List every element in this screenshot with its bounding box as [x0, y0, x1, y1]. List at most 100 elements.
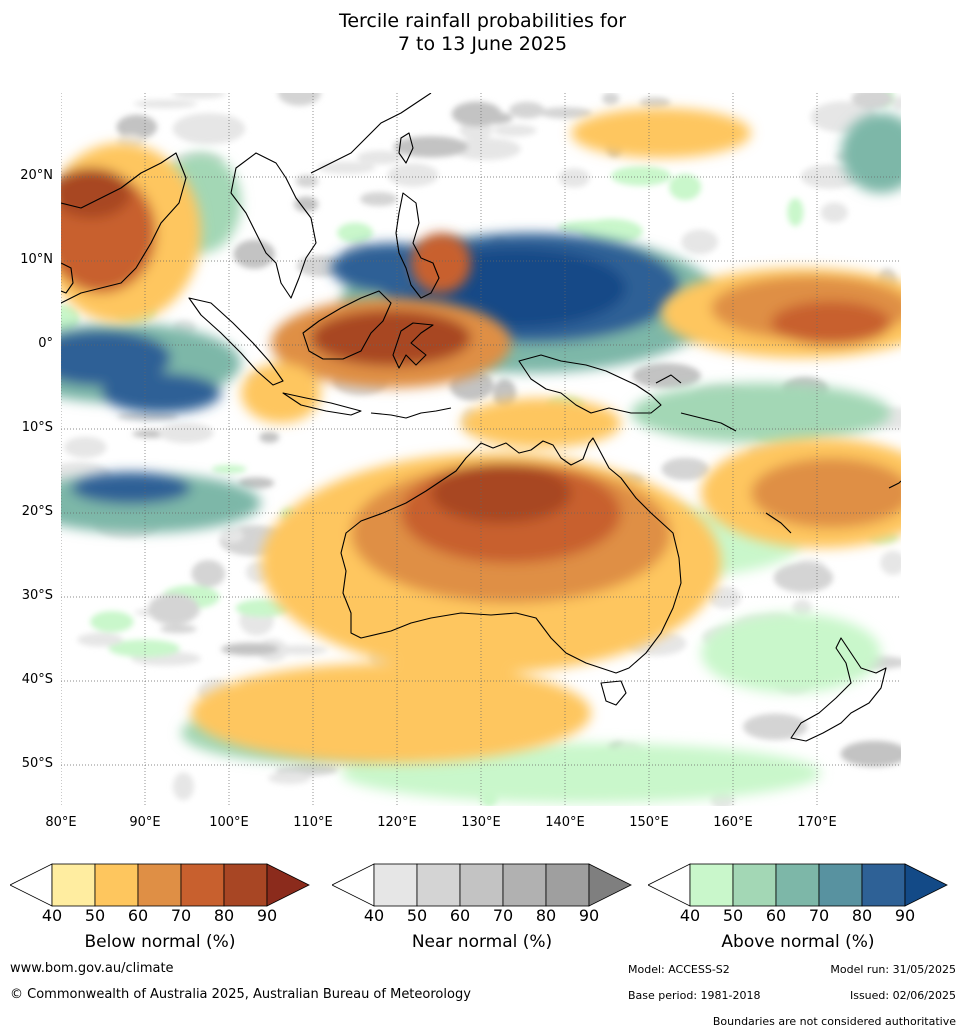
colorbar-cell [137, 863, 182, 907]
lat-label: 10°S [21, 420, 53, 435]
lon-label: 130°E [461, 815, 501, 830]
colorbar-upper-extension [266, 863, 310, 907]
new-zealand-coastline [790, 637, 887, 742]
colorbar-tick-label: 40 [679, 906, 701, 925]
colorbar-tick-label: 70 [808, 906, 830, 925]
model-name: Model: ACCESS-S2 [628, 963, 730, 976]
colorbar-cell [732, 863, 777, 907]
colorbar-cell [51, 863, 96, 907]
lat-label: 0° [38, 336, 53, 351]
lon-label: 140°E [545, 815, 585, 830]
colorbar-cell [545, 863, 590, 907]
colorbar-cell [861, 863, 906, 907]
near-normal-patch [235, 599, 290, 617]
near-normal-patch [61, 304, 80, 333]
colorbar-tick-label: 50 [406, 906, 428, 925]
colorbar-tick-label: 80 [213, 906, 235, 925]
coastlines [61, 93, 901, 742]
colorbar-upper-extension [588, 863, 632, 907]
near-normal-patch [611, 166, 672, 186]
near-normal-patch [108, 639, 180, 658]
near-normal-patch [743, 713, 808, 740]
near-normal-patch [64, 436, 107, 458]
near-normal-patch [277, 93, 321, 106]
near-normal-patch [259, 431, 280, 443]
near-normal-patch [116, 114, 158, 140]
lon-label: 170°E [797, 815, 837, 830]
near-normal-patch [787, 198, 804, 227]
near-normal-patch [77, 632, 123, 647]
new-guinea-coastline [518, 354, 662, 414]
colorbar-lower-extension [648, 863, 691, 907]
near-normal-patch [191, 560, 226, 588]
colorbar-cell [180, 863, 225, 907]
lat-label: 40°S [21, 672, 53, 687]
sulawesi-coastline [392, 322, 434, 369]
colorbar-tick-label: 60 [127, 906, 149, 925]
near-normal-patch [133, 99, 198, 109]
near-normal-patch [318, 161, 376, 174]
java-coastline [282, 392, 362, 416]
lon-label: 80°E [45, 815, 77, 830]
colorbar-lower-extension [10, 863, 53, 907]
near-normal-patch [359, 192, 398, 206]
colorbar-cell [94, 863, 139, 907]
colorbar-cell [689, 863, 734, 907]
colorbar-tick-label: 40 [363, 906, 385, 925]
near-normal-patch [493, 124, 537, 137]
lat-label: 50°S [21, 756, 53, 771]
copyright-text: © Commonwealth of Australia 2025, Austra… [10, 987, 471, 1002]
near-normal-patch [90, 611, 134, 633]
borneo-coastline [302, 290, 392, 360]
above-normal-colorbar [648, 863, 948, 907]
colorbar-upper-extension [904, 863, 948, 907]
colorbar-tick-label: 60 [449, 906, 471, 925]
colorbar-cell [223, 863, 268, 907]
near-normal-patch [172, 772, 194, 801]
lon-label: 120°E [377, 815, 417, 830]
colorbar-cell [818, 863, 863, 907]
below-normal-legend-title: Below normal (%) [84, 932, 236, 952]
colorbar-tick-label: 40 [41, 906, 63, 925]
near-normal-patch [393, 136, 468, 158]
near-normal-patch [632, 363, 701, 389]
colorbar-tick-label: 60 [765, 906, 787, 925]
rainfall-probability-map [61, 93, 901, 806]
issued-date: Issued: 02/06/2025 [849, 989, 956, 1002]
sumatra-coastline [188, 297, 284, 386]
lon-label: 160°E [713, 815, 753, 830]
near-normal-legend-title: Near normal (%) [411, 932, 553, 952]
indochina-coastline [230, 152, 317, 299]
near-normal-patch [773, 562, 834, 593]
colorbar-tick-label: 90 [578, 906, 600, 925]
above-normal-legend-title: Above normal (%) [721, 932, 875, 952]
near-normal-patch [356, 150, 404, 165]
map-canvas [61, 93, 901, 806]
near-normal-patch [238, 477, 275, 489]
australia-coastline [340, 437, 682, 674]
near-normal-patch [539, 107, 592, 119]
near-normal-patch [148, 593, 200, 625]
near-normal-patch [387, 163, 439, 187]
lat-label: 30°S [21, 588, 53, 603]
near-normal-patch [233, 239, 275, 269]
near-normal-patch [669, 173, 702, 201]
colorbar-tick-label: 90 [894, 906, 916, 925]
lat-label: 10°N [20, 252, 53, 267]
near-normal-patch [268, 771, 311, 785]
below-normal-colorbar [10, 863, 310, 907]
lat-label: 20°N [20, 168, 53, 183]
near-normal-patch [451, 101, 502, 127]
colorbar-tick-label: 80 [851, 906, 873, 925]
model-run-date: Model run: 31/05/2025 [830, 963, 956, 976]
colorbar-tick-label: 50 [84, 906, 106, 925]
near-normal-patch [820, 202, 848, 223]
near-normal-patch [558, 168, 590, 188]
colorbar-tick-label: 50 [722, 906, 744, 925]
near-normal-patch [294, 196, 319, 212]
website-link[interactable]: www.bom.gov.au/climate [10, 961, 174, 976]
near-normal-patch [800, 164, 860, 189]
taiwan-coastline [398, 132, 414, 164]
tasmania-coastline [600, 680, 627, 706]
near-normal-patch [172, 113, 246, 145]
